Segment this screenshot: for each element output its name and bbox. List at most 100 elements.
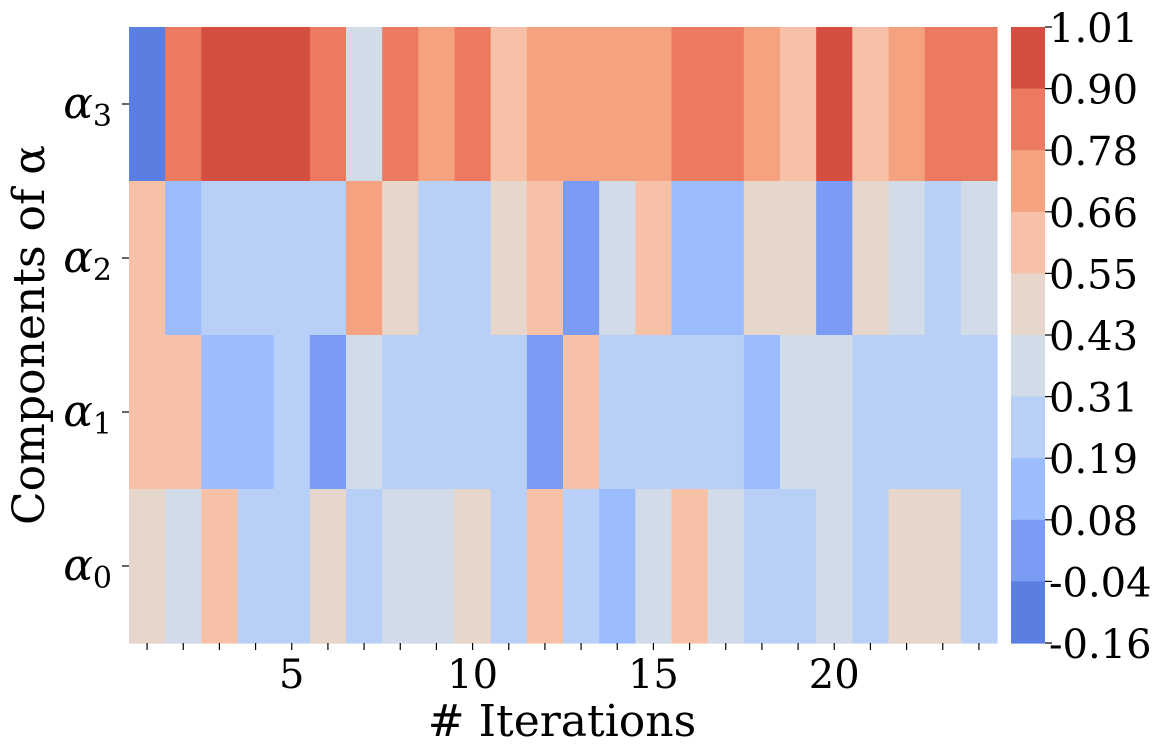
heatmap-cell-2-23	[924, 181, 962, 336]
heatmap-cell-3-12	[526, 27, 564, 182]
heatmap-cell-0-14	[599, 489, 636, 644]
heatmap-cell-1-10	[454, 335, 492, 490]
heatmap-cell-2-4	[237, 181, 275, 336]
y-axis: α3 α2 α1 α0	[63, 78, 129, 596]
heatmap-cell-2-2	[165, 181, 202, 336]
heatmap-cell-0-17	[707, 489, 745, 644]
colorbar-tick-label-3: 0.78	[1049, 129, 1138, 175]
heatmap-cell-0-12	[526, 489, 564, 644]
heatmap-cell-1-2	[165, 335, 202, 490]
colorbar-bin-3	[1011, 150, 1045, 213]
heatmap-cell-0-11	[490, 489, 528, 644]
heatmap-cell-0-4	[237, 489, 275, 644]
heatmap-cell-2-15	[635, 181, 673, 336]
heatmap-cell-1-20	[816, 335, 853, 490]
heatmap-cell-2-5	[273, 181, 311, 336]
heatmap-cell-2-8	[382, 181, 419, 336]
heatmap-cell-3-3	[201, 27, 239, 182]
colorbar: 1.01 0.90 0.78 0.66 0.55 0.43 0.31 0.19 0.08 -0.0…	[1011, 6, 1152, 668]
heatmap-cell-0-15	[635, 489, 673, 644]
heatmap-cell-1-3	[201, 335, 239, 490]
colorbar-tick-label-10: -0.04	[1049, 560, 1152, 606]
colorbar-bin-7	[1011, 396, 1045, 459]
heatmap-cell-1-12	[526, 335, 564, 490]
heatmap-cell-3-16	[671, 27, 709, 182]
colorbar-tick-label-2: 0.90	[1049, 68, 1138, 114]
heatmap-cell-2-9	[418, 181, 456, 336]
x-tick-label-5: 5	[279, 652, 304, 698]
heatmap-cell-3-9	[418, 27, 456, 182]
heatmap-cell-3-13	[563, 27, 600, 182]
colorbar-bin-10	[1011, 581, 1045, 644]
heatmap-cell-2-14	[599, 181, 636, 336]
heatmap-cell-2-12	[526, 181, 564, 336]
heatmap-cell-2-22	[888, 181, 926, 336]
heatmap-cell-3-17	[707, 27, 745, 182]
heatmap-cell-2-21	[852, 181, 890, 336]
heatmap-cell-3-22	[888, 27, 926, 182]
heatmap-cell-1-5	[273, 335, 311, 490]
heatmap-cell-0-13	[563, 489, 600, 644]
colorbar-tick-label-5: 0.55	[1049, 252, 1138, 298]
colorbar-tick-label-1: 1.01	[1049, 6, 1138, 52]
heatmap-cell-3-21	[852, 27, 890, 182]
x-tick-label-20: 20	[809, 652, 860, 698]
colorbar-tick-label-7: 0.31	[1049, 376, 1138, 422]
heatmap-cell-0-1	[129, 489, 166, 644]
heatmap-cell-1-17	[707, 335, 745, 490]
heatmap-cell-3-14	[599, 27, 636, 182]
colorbar-bin-5	[1011, 273, 1045, 336]
y-tick-label-alpha-3: α3	[63, 78, 112, 134]
heatmap-cell-0-18	[743, 489, 781, 644]
heatmap-cell-0-6	[309, 489, 347, 644]
heatmap-cell-2-13	[563, 181, 600, 336]
heatmap-cell-1-22	[888, 335, 926, 490]
heatmap-cell-2-20	[816, 181, 853, 336]
heatmap-cell-0-16	[671, 489, 709, 644]
colorbar-tick-label-6: 0.43	[1049, 314, 1138, 360]
colorbar-tick-label-4: 0.66	[1049, 191, 1138, 237]
heatmap-cell-3-15	[635, 27, 673, 182]
heatmap-cell-3-1	[129, 27, 166, 182]
heatmap-cell-1-8	[382, 335, 419, 490]
heatmap-cell-3-7	[346, 27, 383, 182]
heatmap-cell-2-16	[671, 181, 709, 336]
heatmap-cell-1-15	[635, 335, 673, 490]
heatmap-cell-3-18	[743, 27, 781, 182]
y-tick-label-alpha-1: α1	[63, 386, 112, 442]
colorbar-bin-1	[1011, 27, 1045, 90]
colorbar-bin-9	[1011, 519, 1045, 582]
colorbar-bin-8	[1011, 458, 1045, 521]
colorbar-bin-6	[1011, 335, 1045, 398]
heatmap-cell-0-24	[960, 489, 998, 644]
heatmap-cell-2-19	[780, 181, 817, 336]
heatmap-cell-3-19	[780, 27, 817, 182]
y-tick-label-alpha-0: α0	[63, 540, 112, 596]
heatmap-cell-0-10	[454, 489, 492, 644]
x-tick-label-10: 10	[447, 652, 498, 698]
x-axis: 5 10 15 20	[146, 643, 980, 698]
heatmap-cell-1-7	[346, 335, 383, 490]
heatmap-cell-0-20	[816, 489, 853, 644]
heatmap-cell-0-21	[852, 489, 890, 644]
heatmap-cell-3-8	[382, 27, 419, 182]
heatmap-cell-2-7	[346, 181, 383, 336]
heatmap-cell-3-20	[816, 27, 853, 182]
heatmap-cell-1-6	[309, 335, 347, 490]
x-axis-label: # Iterations	[428, 696, 696, 747]
heatmap-cells	[129, 27, 998, 644]
heatmap-cell-1-23	[924, 335, 962, 490]
heatmap-cell-2-24	[960, 181, 998, 336]
y-axis-label: Components of α	[4, 145, 55, 525]
heatmap-cell-2-3	[201, 181, 239, 336]
heatmap-cell-0-19	[780, 489, 817, 644]
heatmap-cell-0-9	[418, 489, 456, 644]
heatmap-cell-1-21	[852, 335, 890, 490]
heatmap-cell-3-6	[309, 27, 347, 182]
heatmap-cell-0-23	[924, 489, 962, 644]
heatmap-cell-0-8	[382, 489, 419, 644]
heatmap-cell-1-1	[129, 335, 166, 490]
heatmap-cell-0-5	[273, 489, 311, 644]
heatmap-cell-2-1	[129, 181, 166, 336]
